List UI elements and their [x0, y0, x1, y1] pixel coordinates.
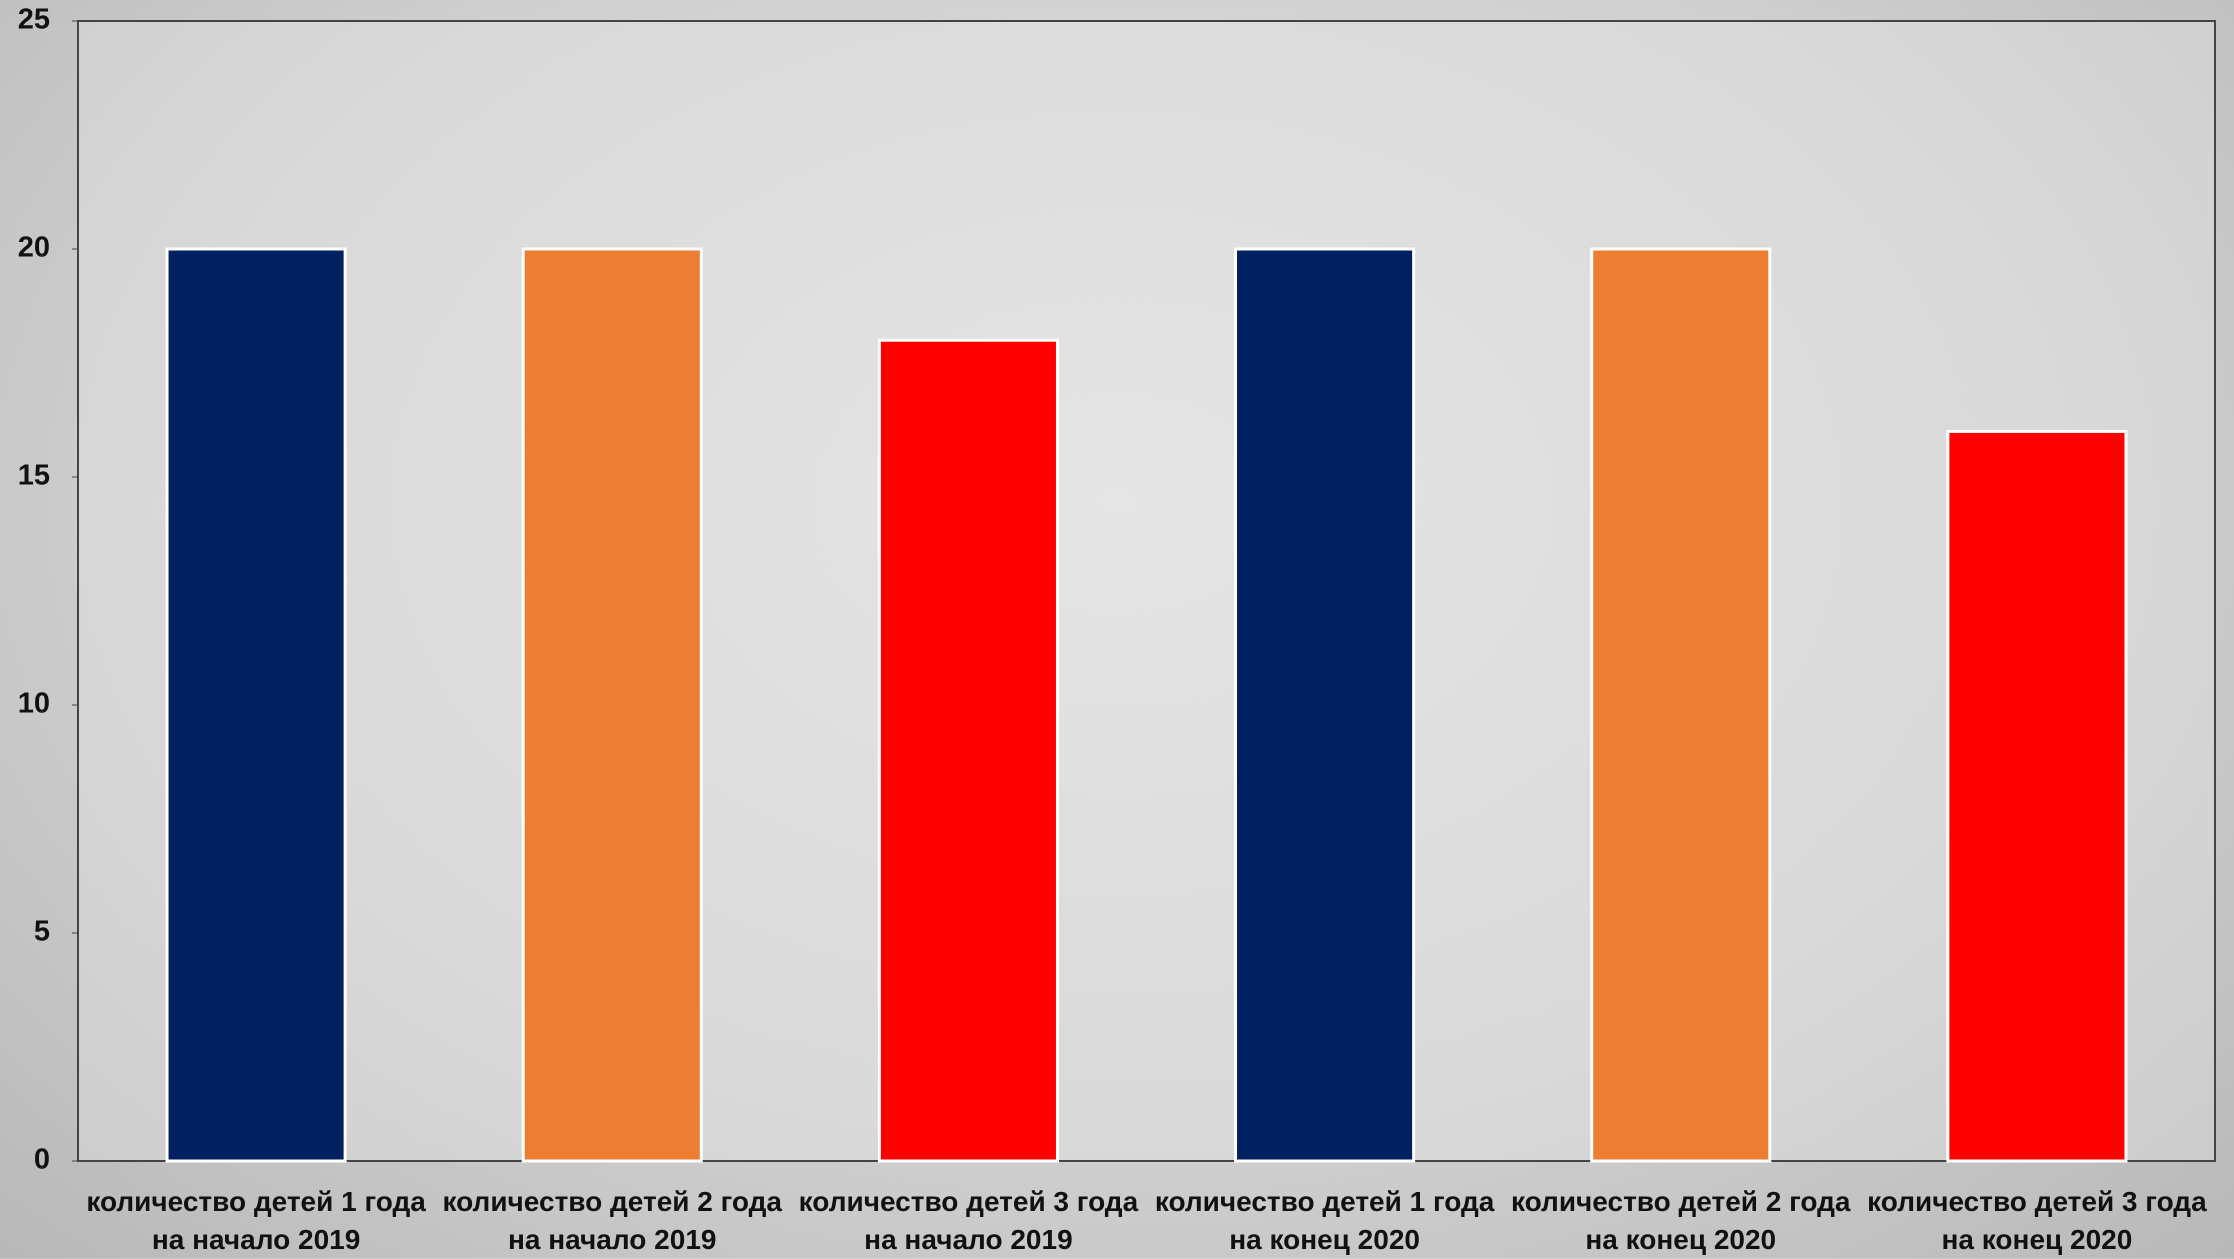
- y-tick-label: 10: [18, 688, 50, 720]
- bar: [877, 338, 1059, 1163]
- bar: [1234, 247, 1416, 1163]
- y-tick-label: 25: [18, 4, 50, 36]
- bar: [165, 247, 347, 1163]
- x-tick-label: количество детей 1 года на конец 2020: [1154, 1186, 1495, 1255]
- x-tick-label: количество детей 3 года на конец 2020: [1867, 1186, 2207, 1255]
- x-tick-label: количество детей 2 года на начало 2019: [442, 1186, 782, 1255]
- bar: [1946, 429, 2128, 1163]
- x-tick-label: количество детей 2 года на конец 2020: [1510, 1186, 1851, 1255]
- y-tick-label: 0: [34, 1144, 50, 1176]
- plot-area: [77, 20, 2216, 1162]
- x-tick-label: количество детей 1 года на начало 2019: [86, 1186, 426, 1255]
- x-tick-label: количество детей 3 года на начало 2019: [798, 1186, 1139, 1255]
- y-tick-label: 15: [18, 460, 50, 492]
- bar: [521, 247, 703, 1163]
- y-tick-label: 20: [18, 232, 50, 264]
- bar: [1590, 247, 1772, 1163]
- y-tick-label: 5: [34, 916, 50, 948]
